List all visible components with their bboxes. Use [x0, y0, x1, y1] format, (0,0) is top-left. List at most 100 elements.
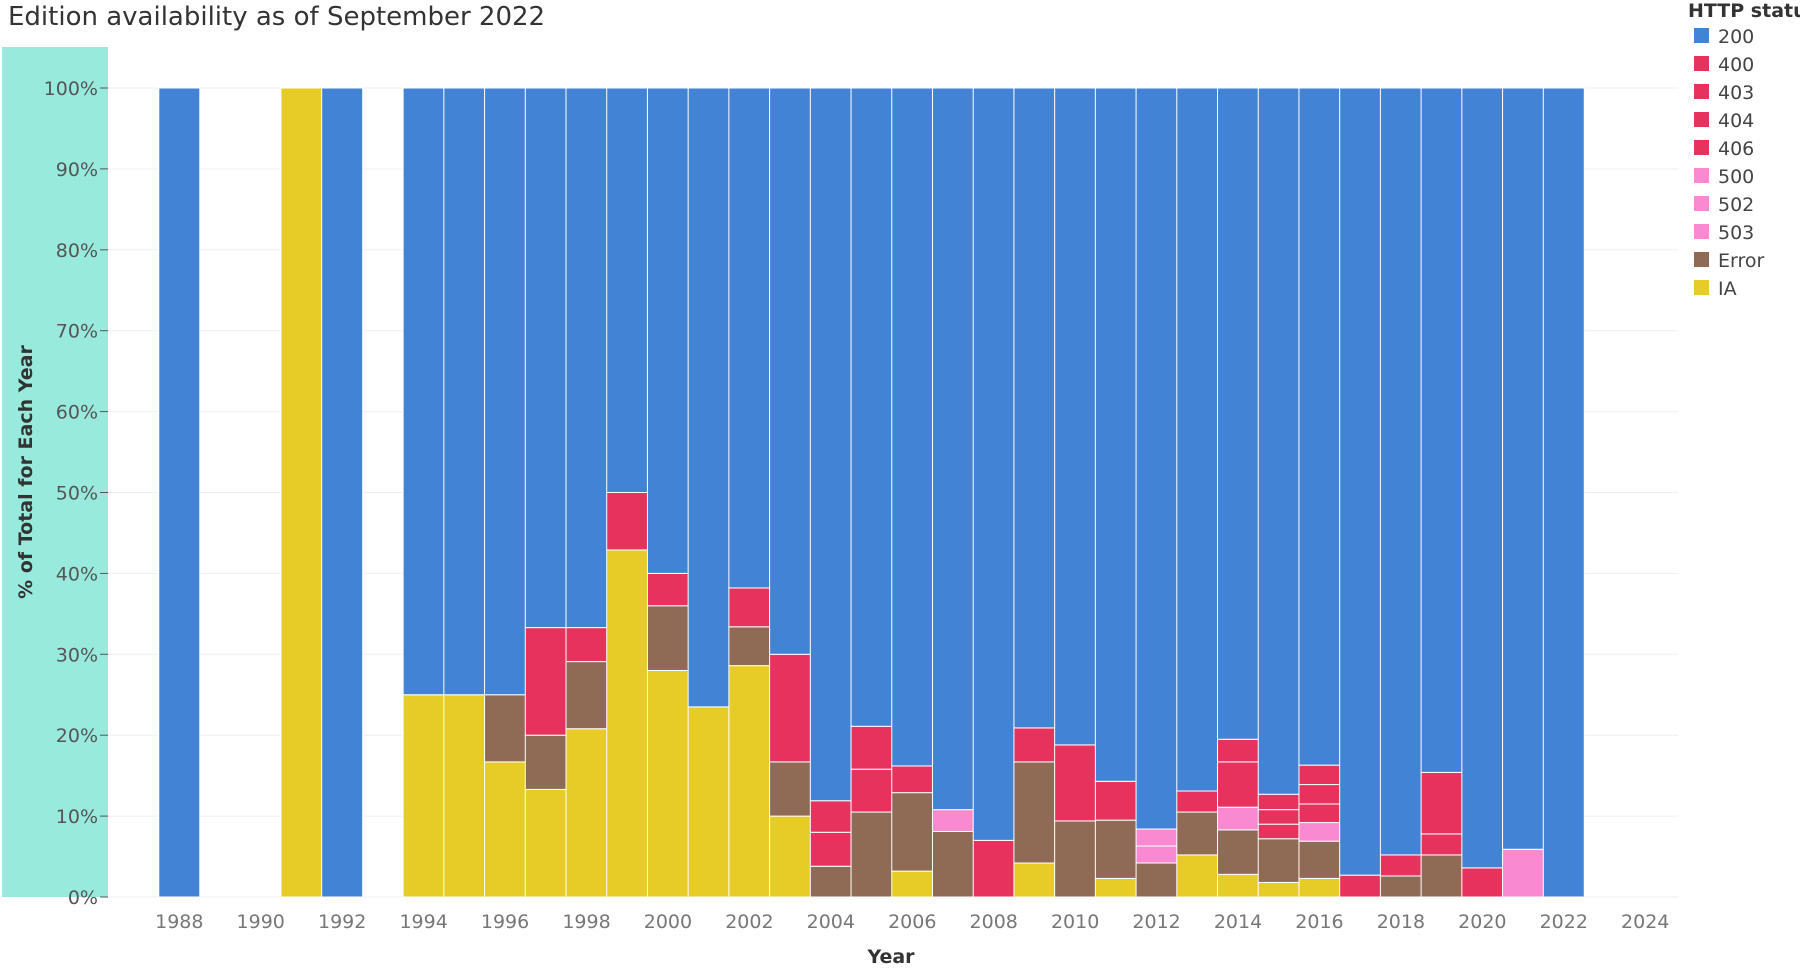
bar-segment-2006-error[interactable] [891, 792, 934, 872]
bar-segment-1999-404[interactable] [606, 492, 649, 551]
bar-segment-2017-200[interactable] [1339, 87, 1382, 876]
bar-segment-1995-ia[interactable] [443, 694, 486, 898]
bar-segment-1988-200[interactable] [158, 87, 201, 898]
bar-segment-2002-200[interactable] [728, 87, 771, 589]
bar-segment-2010-200[interactable] [1054, 87, 1097, 746]
bar-segment-2004-error[interactable] [809, 865, 852, 898]
bar-segment-2004-404[interactable] [809, 800, 852, 833]
legend-label-503[interactable]: 503 [1718, 222, 1754, 244]
bar-segment-2006-ia[interactable] [891, 870, 934, 898]
bar-segment-2007-200[interactable] [931, 87, 974, 811]
bar-segment-2014-error[interactable] [1217, 829, 1260, 875]
bar-segment-2000-error[interactable] [646, 605, 689, 671]
bar-segment-1998-200[interactable] [565, 87, 608, 629]
bar-segment-2011-404[interactable] [1094, 780, 1137, 821]
legend-label-500[interactable]: 500 [1718, 166, 1754, 188]
bar-segment-1999-200[interactable] [606, 87, 649, 493]
bar-segment-1998-404[interactable] [565, 627, 608, 663]
bar-segment-2019-error[interactable] [1420, 854, 1463, 898]
bar-segment-2005-200[interactable] [850, 87, 893, 727]
bar-segment-2002-error[interactable] [728, 626, 771, 667]
bar-segment-2005-404[interactable] [850, 725, 893, 770]
bar-segment-2014-403[interactable] [1217, 761, 1260, 808]
bar-segment-2016-error[interactable] [1298, 840, 1341, 879]
bar-segment-2021-200[interactable] [1502, 87, 1545, 850]
legend-label-403[interactable]: 403 [1718, 82, 1754, 104]
bar-segment-2016-404[interactable] [1298, 764, 1341, 786]
bar-segment-2004-403[interactable] [809, 831, 852, 867]
bar-segment-2014-ia[interactable] [1217, 873, 1260, 898]
bar-segment-2006-200[interactable] [891, 87, 934, 767]
legend-label-error[interactable]: Error [1718, 250, 1765, 272]
bar-segment-1994-ia[interactable] [402, 694, 445, 898]
bar-segment-2009-error[interactable] [1013, 761, 1056, 864]
bar-segment-2012-500[interactable] [1135, 845, 1178, 864]
bar-segment-2016-500[interactable] [1298, 822, 1341, 842]
bar-segment-2008-404[interactable] [972, 839, 1015, 898]
bar-segment-2002-ia[interactable] [728, 665, 771, 898]
bar-segment-2010-404[interactable] [1054, 744, 1097, 822]
bar-segment-2018-404[interactable] [1379, 854, 1422, 877]
bar-segment-2019-403[interactable] [1420, 833, 1463, 856]
bar-segment-2001-ia[interactable] [687, 706, 730, 898]
bar-segment-2011-200[interactable] [1094, 87, 1137, 782]
bar-segment-1997-404[interactable] [524, 627, 567, 736]
legend-label-404[interactable]: 404 [1718, 110, 1754, 132]
bar-segment-2011-error[interactable] [1094, 819, 1137, 879]
bar-segment-2000-200[interactable] [646, 87, 689, 574]
bar-segment-1992-200[interactable] [321, 87, 364, 898]
bar-segment-2021-500[interactable] [1502, 848, 1545, 898]
bar-segment-2020-200[interactable] [1461, 87, 1504, 869]
bar-segment-1991-ia[interactable] [280, 87, 323, 898]
bar-segment-2015-200[interactable] [1257, 87, 1300, 795]
bar-segment-2000-ia[interactable] [646, 669, 689, 898]
bar-segment-1997-200[interactable] [524, 87, 567, 629]
bar-segment-2015-404[interactable] [1257, 793, 1300, 811]
bar-segment-2003-ia[interactable] [769, 815, 812, 898]
bar-segment-2012-200[interactable] [1135, 87, 1178, 830]
bar-segment-1998-error[interactable] [565, 661, 608, 730]
bar-segment-2020-404[interactable] [1461, 867, 1504, 898]
bar-segment-2015-403[interactable] [1257, 809, 1300, 825]
bar-segment-2013-ia[interactable] [1176, 854, 1219, 898]
bar-segment-2022-200[interactable] [1542, 87, 1585, 898]
bar-segment-2016-400[interactable] [1298, 803, 1341, 824]
bar-segment-2008-200[interactable] [972, 87, 1015, 841]
legend-label-ia[interactable]: IA [1718, 278, 1737, 300]
bar-segment-2007-error[interactable] [931, 830, 974, 898]
legend-label-200[interactable]: 200 [1718, 26, 1754, 48]
bar-segment-2007-500[interactable] [931, 809, 974, 832]
bar-segment-2003-404[interactable] [769, 653, 812, 763]
bar-segment-2011-ia[interactable] [1094, 877, 1137, 898]
bar-segment-2014-404[interactable] [1217, 738, 1260, 763]
bar-segment-2015-400[interactable] [1257, 823, 1300, 840]
bar-segment-2002-404[interactable] [728, 587, 771, 628]
bar-segment-2013-200[interactable] [1176, 87, 1219, 792]
bar-segment-2003-200[interactable] [769, 87, 812, 655]
bar-segment-2015-ia[interactable] [1257, 881, 1300, 898]
bar-segment-2013-error[interactable] [1176, 811, 1219, 856]
bar-segment-1996-ia[interactable] [484, 761, 527, 898]
legend-label-400[interactable]: 400 [1718, 54, 1754, 76]
bar-segment-2014-500[interactable] [1217, 806, 1260, 831]
bar-segment-2017-404[interactable] [1339, 874, 1382, 898]
bar-segment-2004-200[interactable] [809, 87, 852, 802]
bar-segment-2000-404[interactable] [646, 572, 689, 607]
bar-segment-1994-200[interactable] [402, 87, 445, 696]
bar-segment-2010-error[interactable] [1054, 820, 1097, 898]
bar-segment-2016-ia[interactable] [1298, 877, 1341, 898]
bar-segment-2016-403[interactable] [1298, 784, 1341, 805]
bar-segment-2003-error[interactable] [769, 761, 812, 817]
legend-label-502[interactable]: 502 [1718, 194, 1754, 216]
legend-label-406[interactable]: 406 [1718, 138, 1754, 160]
bar-segment-2009-200[interactable] [1013, 87, 1056, 729]
bar-segment-2005-403[interactable] [850, 768, 893, 813]
bar-segment-1999-ia[interactable] [606, 549, 649, 898]
bar-segment-2012-error[interactable] [1135, 862, 1178, 898]
bar-segment-2012-502[interactable] [1135, 828, 1178, 847]
bar-segment-1997-error[interactable] [524, 734, 567, 790]
bar-segment-1997-ia[interactable] [524, 788, 567, 898]
bar-segment-2005-error[interactable] [850, 811, 893, 898]
bar-segment-2015-error[interactable] [1257, 838, 1300, 883]
bar-segment-1996-200[interactable] [484, 87, 527, 696]
